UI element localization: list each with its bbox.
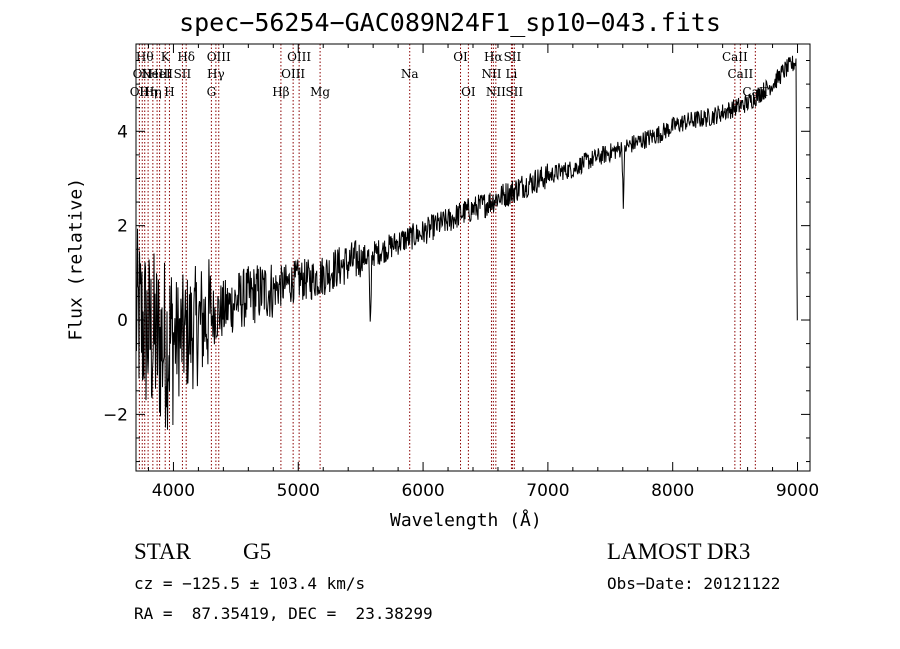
line-label-24: Li bbox=[506, 67, 518, 81]
line-label-28: CaII bbox=[727, 67, 753, 81]
plot-frame bbox=[135, 43, 811, 472]
line-label-2: Hθ bbox=[136, 50, 154, 64]
line-label-26: SII bbox=[505, 85, 523, 99]
x-tick-label-5: 9000 bbox=[776, 481, 819, 501]
x-tick-label-1: 5000 bbox=[277, 481, 320, 501]
line-label-10: Hδ bbox=[177, 50, 195, 64]
line-label-15: OIII bbox=[281, 67, 305, 81]
line-label-25: SII bbox=[504, 50, 522, 64]
line-label-16: OIII bbox=[287, 50, 311, 64]
line-label-27: CaII bbox=[722, 50, 748, 64]
object-subclass: G5 bbox=[243, 539, 272, 564]
line-label-12: Hγ bbox=[207, 67, 225, 81]
x-tick-label-4: 8000 bbox=[651, 481, 694, 501]
redshift-cz: cz = −125.5 ± 103.4 km/s bbox=[134, 574, 366, 593]
y-tick-label-1: 0 bbox=[117, 311, 128, 331]
y-axis-label: Flux (relative) bbox=[65, 177, 87, 341]
x-tick-label-2: 6000 bbox=[401, 481, 444, 501]
line-label-9: SII bbox=[174, 67, 192, 81]
line-label-17: Mg bbox=[310, 85, 330, 99]
line-label-14: Hβ bbox=[272, 85, 289, 99]
line-label-8: H bbox=[164, 85, 174, 99]
chart-title: spec−56254−GAC089N24F1_sp10−043.fits bbox=[179, 8, 721, 37]
line-label-13: OIII bbox=[207, 50, 231, 64]
line-label-29: CaII bbox=[742, 85, 768, 99]
line-label-21: NII bbox=[481, 67, 501, 81]
object-class: STAR bbox=[134, 539, 191, 564]
line-label-1: OII bbox=[133, 67, 153, 81]
x-tick-label-0: 4000 bbox=[152, 481, 195, 501]
line-markers bbox=[138, 44, 756, 471]
line-label-19: OI bbox=[453, 50, 468, 64]
observation-date: Obs−Date: 20121122 bbox=[607, 574, 781, 593]
axes-layer: 4000 5000 6000 7000 8000 9000 −2 0 2 4 bbox=[103, 43, 819, 501]
y-tick-label-0: −2 bbox=[103, 405, 128, 425]
x-tick-label-3: 7000 bbox=[526, 481, 569, 501]
spectrum-series-line bbox=[136, 55, 798, 430]
y-tick-label-3: 4 bbox=[117, 122, 128, 142]
line-label-20: OI bbox=[461, 85, 476, 99]
coordinates: RA = 87.35419, DEC = 23.38299 bbox=[134, 604, 433, 623]
line-label-7: K bbox=[161, 50, 171, 64]
line-label-3: Hη bbox=[139, 85, 157, 99]
y-tick-label-2: 2 bbox=[117, 217, 128, 237]
spectrum-layer bbox=[136, 55, 798, 430]
line-label-6: HeI bbox=[148, 67, 171, 81]
line-label-18: Na bbox=[401, 67, 419, 81]
line-label-11: G bbox=[207, 85, 217, 99]
line-label-5: NeIII bbox=[141, 67, 173, 81]
line-label-0: OII bbox=[130, 85, 150, 99]
line-label-23: NII bbox=[486, 85, 506, 99]
labels-layer: OIIOIIHθHηHηNeIIIHeIKHSIIHδGHγOIIIHβOIII… bbox=[130, 50, 769, 99]
x-axis-label: Wavelength (Å) bbox=[390, 510, 542, 531]
line-label-22: Hα bbox=[484, 50, 503, 64]
line-label-4: Hη bbox=[144, 85, 162, 99]
survey-name: LAMOST DR3 bbox=[607, 539, 751, 564]
